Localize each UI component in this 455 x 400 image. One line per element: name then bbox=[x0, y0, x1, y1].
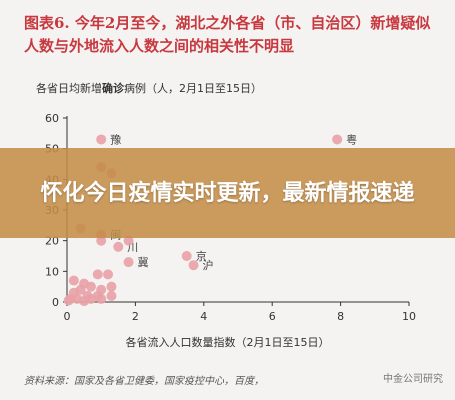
source-note: 资料来源：国家及各省卫健委，国家疫控中心，百度， bbox=[24, 376, 264, 387]
headline-text[interactable]: 怀化今日疫情实时更新，最新情报速递 bbox=[40, 180, 415, 206]
subtitle-bold: 确诊 bbox=[102, 82, 124, 95]
chart-title: 图表6. 今年2月至今，湖北之外各省（市、自治区）新增疑似人数与外地流入人数之间… bbox=[24, 14, 431, 55]
point-label: 冀 bbox=[138, 255, 149, 269]
x-tick-label: 6 bbox=[269, 310, 276, 323]
data-point bbox=[96, 293, 107, 304]
data-point bbox=[106, 281, 117, 292]
chart-subtitle: 各省日均新增确诊病例（人，2月1日至15日） bbox=[36, 80, 262, 96]
data-point bbox=[103, 269, 114, 280]
data-point bbox=[68, 275, 79, 286]
watermark: 中金公司研究 bbox=[383, 374, 443, 385]
point-label: 沪 bbox=[203, 258, 214, 272]
point-label: 豫 bbox=[110, 133, 121, 146]
point-label: 川 bbox=[127, 241, 138, 254]
data-point bbox=[332, 134, 343, 145]
x-axis-label: 各省流入人口数量指数（2月1日至15日） bbox=[125, 336, 330, 349]
y-tick-label: 10 bbox=[45, 265, 59, 278]
x-tick-label: 4 bbox=[200, 310, 207, 323]
data-point bbox=[181, 251, 192, 261]
data-point bbox=[63, 295, 74, 306]
data-point bbox=[79, 296, 90, 307]
y-tick-label: 0 bbox=[52, 296, 59, 309]
subtitle-suffix: 病例（人，2月1日至15日） bbox=[124, 82, 262, 95]
data-point bbox=[188, 260, 199, 271]
x-tick-label: 10 bbox=[402, 310, 416, 323]
data-point bbox=[106, 290, 117, 301]
x-tick-label: 0 bbox=[64, 310, 71, 323]
point-label: 粤 bbox=[346, 132, 357, 146]
data-point bbox=[123, 257, 134, 268]
data-point bbox=[96, 134, 107, 145]
y-tick-label: 60 bbox=[45, 112, 59, 125]
data-point bbox=[113, 241, 124, 252]
x-tick-label: 8 bbox=[337, 310, 344, 323]
x-tick-label: 2 bbox=[132, 310, 139, 323]
subtitle-prefix: 各省日均新增 bbox=[36, 82, 102, 95]
data-point bbox=[85, 281, 96, 292]
headline-banner[interactable]: 怀化今日疫情实时更新，最新情报速递 bbox=[0, 148, 455, 238]
data-point bbox=[92, 269, 103, 280]
data-point bbox=[123, 235, 134, 246]
data-point bbox=[96, 235, 107, 246]
point-label: 京 bbox=[196, 249, 207, 263]
